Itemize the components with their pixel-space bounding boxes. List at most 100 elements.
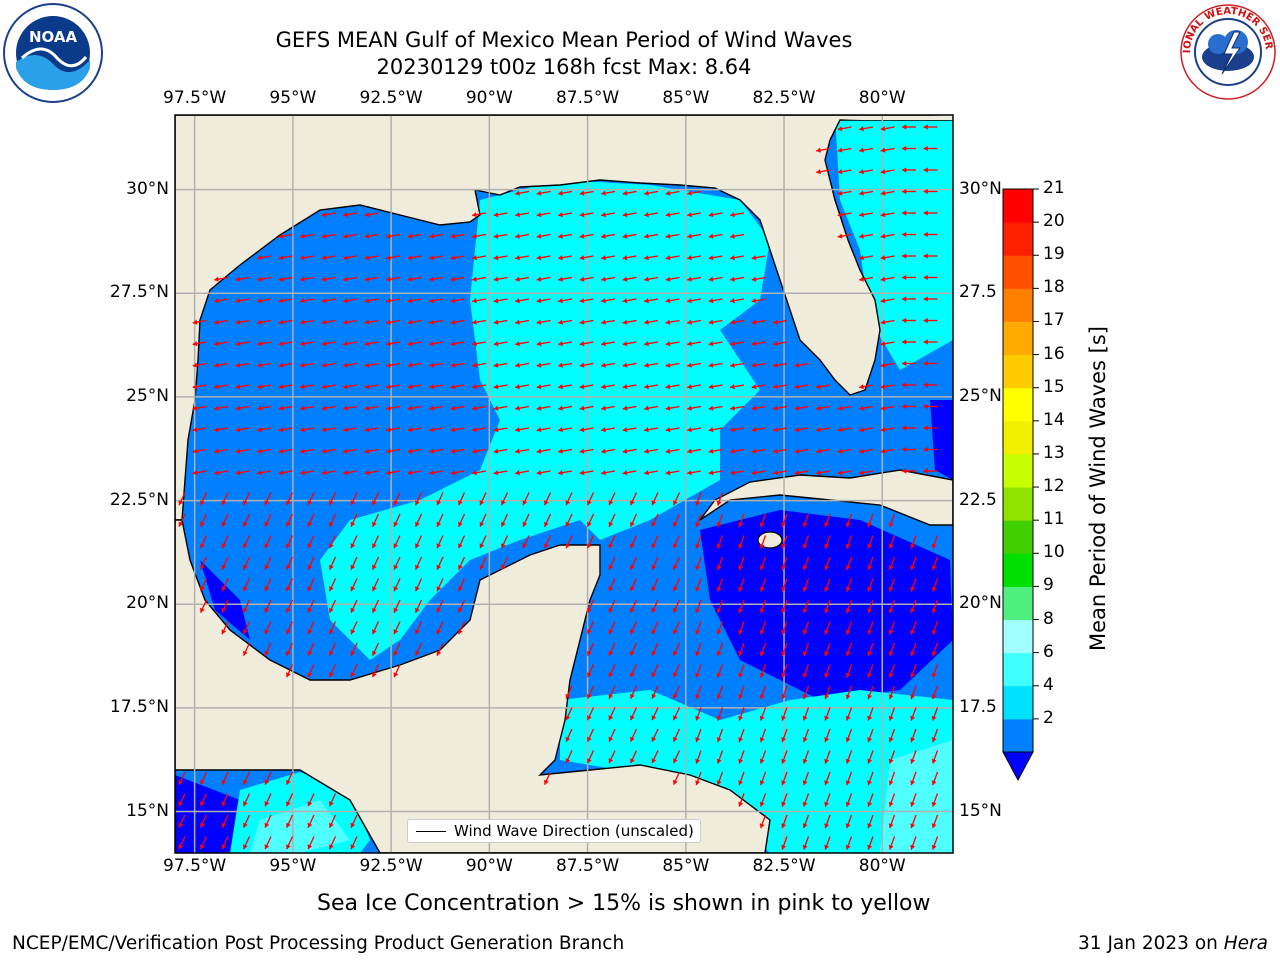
wind-arrowhead [579,233,585,239]
wind-arrowhead [472,298,477,304]
wind-arrowhead [867,586,873,592]
wind-arrowhead [565,693,571,699]
wind-arrowhead [192,341,198,347]
wind-arrowhead [644,190,649,196]
wind-arrowhead [601,362,606,368]
wind-arrowhead [329,521,334,527]
wind-arrowhead [708,448,714,454]
wind-arrowhead [708,212,714,218]
wind-arrowhead [458,543,463,549]
wind-arrowhead [644,212,649,218]
wind-arrowhead [579,190,585,196]
wind-arrowhead [802,844,808,850]
colorbar-tick-label: 9 [1043,575,1054,596]
wind-arrowhead [522,521,528,527]
wind-arrowhead [536,427,542,433]
wind-arrowhead [372,521,377,527]
wind-arrowhead [307,500,313,506]
colorbar-tick-label: 12 [1043,476,1065,497]
wind-arrowhead [880,427,886,433]
wind-arrowhead [450,448,456,454]
wind-arrowhead [880,212,886,218]
wind-arrowhead [730,384,735,390]
wind-arrowhead [845,672,851,678]
lat-label: 27.5°N [109,282,169,303]
wind-arrowhead [644,298,649,304]
wind-arrowhead [350,672,356,678]
wind-arrowhead [622,470,628,476]
wind-arrowhead [665,255,671,261]
wind-arrowhead [221,844,227,850]
wind-arrowhead [429,384,434,390]
wind-arrowhead [429,276,434,282]
wind-arrowhead [802,651,808,657]
wind-arrowhead [558,362,563,368]
wind-arrowhead [472,427,477,433]
wind-arrowhead [716,565,722,571]
wind-arrowhead [329,822,334,828]
wind-arrowhead [759,737,765,743]
wind-arrowhead [651,543,657,549]
wind-arrowhead [687,233,692,239]
wind-arrowhead [307,844,313,850]
wind-arrowhead [622,427,628,433]
wind-arrowhead [837,405,843,411]
wind-arrowhead [544,521,549,527]
wind-arrowhead [321,341,327,347]
wind-arrowhead [730,276,735,282]
wind-arrowhead [837,427,843,433]
wind-arrowhead [824,844,830,850]
noaa-logo: NOAA [3,3,103,103]
wind-arrowhead [845,586,851,592]
colorbar-frame [1002,188,1034,753]
wind-arrowhead [493,405,499,411]
wind-arrowhead [278,427,284,433]
wind-arrowhead [759,715,765,721]
wind-arrowhead [816,405,821,411]
wind-arrowhead [386,362,391,368]
wind-arrowhead [910,758,916,764]
wind-arrowhead [587,521,592,527]
wind-arrowhead [350,844,356,850]
wind-arrowhead [243,500,248,506]
wind-arrowhead [622,276,628,282]
wind-arrowhead [364,319,370,325]
wind-arrowhead [300,470,305,476]
wind-arrowhead [601,319,606,325]
colorbar-segment [1003,487,1033,521]
wind-arrowhead [845,715,851,721]
wind-arrowhead [200,521,205,527]
wind-arrowhead [888,715,894,721]
footer-credit: NCEP/EMC/Verification Post Processing Pr… [12,933,625,954]
wind-arrowhead [407,470,413,476]
wind-arrowhead [867,672,873,678]
wind-arrowhead [859,126,864,132]
wind-arrowhead [651,564,657,570]
wind-arrowhead [343,255,348,261]
wind-arrowhead [472,384,477,390]
wind-arrowhead [867,543,873,549]
wind-arrowhead [902,253,907,259]
wind-arrowhead [845,737,851,743]
wind-arrowhead [794,384,800,390]
wind-arrowhead [415,607,420,613]
lon-label: 82.5°W [752,856,816,876]
wind-arrowhead [622,212,628,218]
wind-arrowhead [472,448,477,454]
wind-arrowhead [794,362,800,368]
wind-arrowhead [235,384,241,390]
footer-date-text: 31 Jan 2023 on [1078,933,1224,954]
wind-arrowhead [214,298,219,304]
wind-arrowhead [515,405,520,411]
wind-arrowhead [651,521,657,527]
wind-arrowhead [243,822,248,828]
wind-arrowhead [867,737,873,743]
wind-arrowhead [536,212,542,218]
lon-label: 87.5°W [555,88,620,108]
wind-arrowhead [837,233,843,239]
lon-label: 97.5°W [163,88,227,108]
wind-arrowhead [493,233,499,239]
wind-arrowhead [608,650,614,656]
wind-arrowhead [343,341,348,347]
wind-arrowhead [738,543,744,549]
